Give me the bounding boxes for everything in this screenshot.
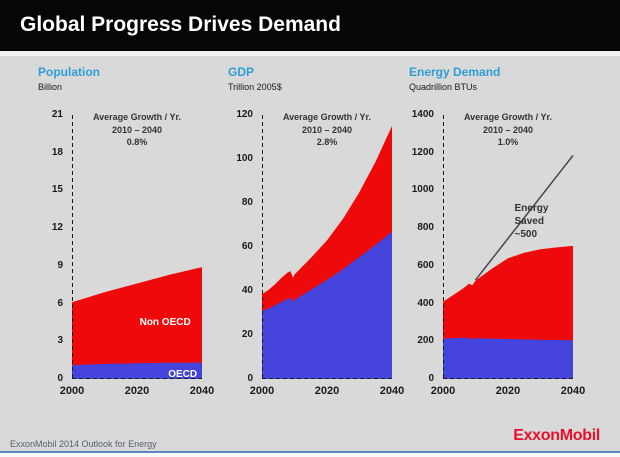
population-y-tick-label: 0	[57, 373, 63, 384]
gdp-y-tick-label: 0	[247, 373, 253, 384]
gdp-y-axis: 0 20 40 60 80 100 120	[226, 109, 258, 384]
chart-gdp: GDP Trillion 2005$ 0 20 40 60 80 100 120 Average …	[226, 63, 404, 408]
population-x-axis: 2000 2020 2040	[60, 385, 214, 399]
gdp-plot-area	[262, 115, 392, 379]
gdp-x-tick-label: 2040	[379, 385, 405, 397]
gdp-x-tick-label: 2020	[314, 385, 340, 397]
slide-title: Global Progress Drives Demand	[20, 13, 341, 36]
gdp-growth-annotation: Average Growth / Yr. 2010 – 2040 2.8%	[282, 112, 372, 148]
energy-line-demand-without-energy-savings	[474, 155, 574, 281]
gdp-x-tick-label: 2000	[249, 385, 275, 397]
energy-plot-area: Energy Saved ~500	[443, 115, 574, 379]
exxonmobil-logo: ExxonMobil	[513, 427, 600, 444]
header-divider	[0, 51, 620, 56]
bottom-divider	[0, 451, 620, 453]
title-bar: Global Progress Drives Demand	[0, 0, 620, 51]
energy-y-tick-label: 1400	[411, 109, 434, 120]
gdp-y-tick-label: 40	[241, 285, 253, 296]
gdp-title: GDP	[228, 65, 255, 79]
population-y-tick-label: 6	[57, 297, 63, 309]
energy-y-tick-label: 0	[428, 373, 434, 384]
population-y-tick-label: 12	[51, 222, 63, 234]
population-y-tick-label: 21	[51, 109, 63, 120]
energy-subtitle: Quadrillion BTUs	[409, 82, 478, 92]
energy-y-tick-label: 200	[417, 335, 434, 347]
gdp-y-tick-label: 120	[236, 109, 253, 120]
energy-plot-svg	[443, 115, 574, 379]
gdp-y-tick-label: 60	[241, 241, 253, 252]
chart-energy: Energy Demand Quadrillion BTUs 0 200 400 600 8…	[407, 63, 585, 408]
population-y-tick-label: 18	[51, 146, 63, 158]
population-x-tick-label: 2020	[124, 385, 150, 397]
energy-x-tick-label: 2000	[430, 385, 456, 397]
population-area-oecd	[72, 362, 202, 379]
population-x-tick-label: 2040	[189, 385, 215, 397]
energy-y-tick-label: 800	[417, 222, 434, 234]
population-x-tick-label: 2000	[59, 385, 85, 397]
energy-y-tick-label: 1200	[411, 146, 434, 158]
footer-source: ExxonMobil 2014 Outlook for Energy	[10, 439, 157, 449]
gdp-y-tick-label: 20	[241, 329, 253, 340]
energy-x-tick-label: 2020	[495, 385, 521, 397]
population-plot-svg	[72, 115, 202, 379]
energy-y-tick-label: 1000	[411, 184, 434, 196]
energy-title: Energy Demand	[409, 65, 501, 79]
energy-x-axis: 2000 2020 2040	[431, 385, 585, 399]
population-growth-annotation: Average Growth / Yr. 2010 – 2040 0.8%	[92, 112, 182, 148]
population-y-tick-label: 15	[51, 184, 63, 196]
gdp-y-tick-label: 80	[241, 197, 253, 208]
population-plot-area: Non OECD OECD	[72, 115, 202, 380]
population-y-tick-label: 9	[57, 259, 63, 271]
population-y-axis: 0 3 6 9 12 15 18 21	[36, 109, 68, 384]
gdp-x-axis: 2000 2020 2040	[250, 385, 404, 399]
population-y-tick-label: 3	[57, 335, 63, 347]
energy-x-tick-label: 2040	[560, 385, 586, 397]
energy-growth-annotation: Average Growth / Yr. 2010 – 2040 1.0%	[463, 112, 553, 148]
gdp-subtitle: Trillion 2005$	[228, 82, 282, 92]
population-title: Population	[38, 65, 100, 79]
energy-y-axis: 0 200 400 600 800 1000 1200 1400	[407, 109, 439, 384]
bottom-strip	[0, 453, 620, 457]
population-subtitle: Billion	[38, 82, 63, 92]
energy-y-tick-label: 400	[417, 297, 434, 309]
gdp-y-tick-label: 100	[236, 153, 253, 164]
gdp-plot-svg	[262, 115, 392, 379]
energy-area-oecd	[443, 337, 573, 379]
energy-y-tick-label: 600	[417, 259, 434, 271]
gdp-area-oecd	[262, 231, 392, 379]
chart-population: Population Billion 0 3 6 9 12 15 18 21 Non OECD OEC…	[36, 63, 214, 408]
population-area-total-oecd-non-oecd	[72, 267, 202, 379]
